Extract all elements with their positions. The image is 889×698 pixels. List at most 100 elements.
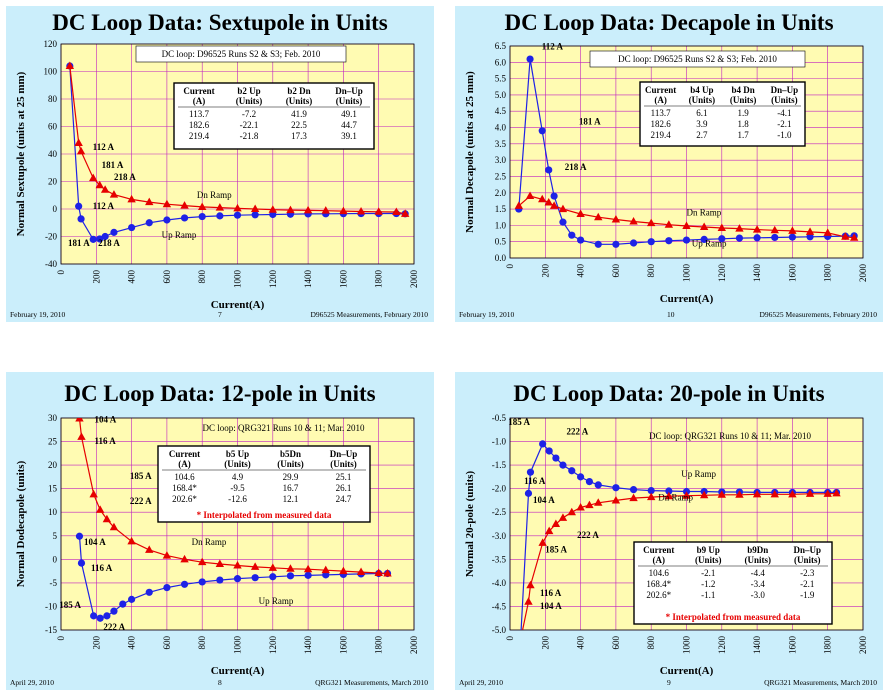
- dn-ramp-point: [558, 513, 568, 521]
- slide-20-pole: DC Loop Data: 20-pole in Units -5.0 -4.5-…: [455, 372, 883, 690]
- dn-ramp-point: [752, 225, 762, 233]
- table-cell: 6.1: [696, 108, 707, 118]
- up-ramp-point: [665, 487, 673, 495]
- dn-ramp-point: [400, 209, 410, 217]
- annotation-label: 104 A: [84, 537, 106, 547]
- dn-ramp-point: [611, 495, 621, 504]
- slide-title: DC Loop Data: 12-pole in Units: [64, 381, 376, 406]
- dn-ramp-point: [250, 204, 260, 212]
- table-cell: -2.1: [701, 568, 715, 578]
- x-tick-label: 1600: [787, 636, 797, 655]
- y-tick-label: -0.5: [492, 413, 507, 423]
- decapole-chart: 0.0 0.5 1.0 1.5 2.0 2.5 3.0 3.5 4.0 4.5 5.0 5.5 6.0 6…: [464, 41, 868, 305]
- x-tick-label: 800: [197, 270, 207, 284]
- series-group: [520, 440, 841, 630]
- table-cell: -3.4: [751, 579, 766, 589]
- note-box: [589, 50, 806, 68]
- dn-ramp-point: [576, 209, 585, 217]
- up-ramp-point: [559, 218, 567, 226]
- footer-page-number: 7: [218, 310, 222, 319]
- 20-pole-chart: -5.0 -4.5 -4.0 -3.5 -3.0 -2.5 -2.0 -1.5 -1.0 -0.5…: [464, 413, 868, 677]
- up-ramp-point: [629, 239, 638, 247]
- table-header: b5Dn: [280, 449, 301, 459]
- y-tick-label: -5.0: [492, 625, 507, 635]
- dn-ramp-point: [374, 568, 383, 576]
- dn-ramp-point: [544, 526, 554, 535]
- table-header: b4 Dn: [731, 85, 754, 95]
- annotation-label: 181 A: [68, 238, 90, 248]
- y-tick-label: 20: [48, 460, 58, 470]
- y-tick-label: 25: [48, 437, 58, 447]
- dn-ramp-point: [392, 207, 401, 216]
- up-ramp-point: [110, 607, 118, 615]
- table-cell: 113.7: [651, 108, 671, 118]
- table-cell: 1.8: [738, 119, 750, 129]
- up-ramp-point: [269, 210, 277, 219]
- annotation-label: 218 A: [565, 162, 587, 172]
- data-table-frame: [633, 541, 833, 625]
- slide-12-pole: DC Loop Data: 12-pole in Units -15 -10 -5 0…: [6, 372, 434, 690]
- dn-ramp-point: [95, 505, 105, 513]
- y-tick-label: -1.0: [492, 437, 507, 447]
- dn-ramp-point: [268, 205, 277, 213]
- y-tick-label: -15: [45, 625, 57, 635]
- y-tick-label: 80: [48, 94, 58, 104]
- annotation-label: 185 A: [59, 600, 81, 610]
- table-header-unit: (Units): [695, 555, 722, 565]
- data-table-frame: [157, 445, 371, 523]
- table-header-unit: (Units): [286, 96, 313, 106]
- x-tick-label: 1400: [303, 270, 313, 289]
- table-header-unit: (Units): [236, 96, 263, 106]
- y-tick-label: -40: [45, 259, 57, 269]
- footer-source: D96525 Measurements, February 2010: [759, 310, 877, 319]
- annotation-label: 222 A: [103, 622, 125, 632]
- table-cell: 104.6: [649, 568, 670, 578]
- table-cell: 25.1: [336, 472, 352, 482]
- up-ramp-point: [594, 240, 602, 248]
- footer-page-number: 9: [667, 678, 671, 687]
- up-ramp-point: [180, 580, 189, 588]
- plot-frame: [60, 417, 415, 631]
- x-tick-label: 800: [646, 636, 656, 650]
- table-header: b9 Up: [697, 545, 720, 555]
- up-ramp-point: [128, 223, 136, 232]
- table-header: b5 Up: [226, 449, 249, 459]
- y-axis-label: Normal Sextupole (units at 25 mm): [15, 71, 27, 236]
- x-tick-label: 1800: [374, 270, 384, 289]
- footer-page-number: 8: [218, 678, 222, 687]
- y-tick-label: -4.0: [492, 578, 507, 588]
- x-tick-label: 1200: [268, 636, 278, 655]
- dn-ramp-point: [611, 215, 621, 223]
- dn-ramp-point: [682, 491, 691, 499]
- table-cell: 24.7: [336, 494, 352, 504]
- note-text: DC loop: D96525 Runs S2 & S3; Feb. 2010: [162, 49, 321, 59]
- up-ramp-point: [110, 228, 118, 236]
- annotation-label: 181 A: [579, 116, 601, 126]
- dn-ramp-point: [647, 492, 656, 501]
- table-header-unit: (Units): [336, 96, 363, 106]
- up-ramp-point: [286, 572, 295, 580]
- up-ramp-point: [577, 236, 585, 244]
- x-tick-label: 2000: [858, 264, 868, 283]
- x-tick-label: 2000: [409, 270, 419, 289]
- up-ramp-point: [233, 575, 242, 583]
- x-axis-label: Current(A): [211, 299, 265, 311]
- annotation-label: 181 A: [102, 160, 124, 170]
- dn-ramp-point: [717, 490, 726, 498]
- dn-ramp-point: [321, 206, 330, 214]
- up-ramp-point: [198, 578, 206, 586]
- x-tick-label: 200: [540, 264, 550, 278]
- up-ramp-point: [682, 236, 691, 244]
- table-cell: -1.0: [777, 130, 792, 140]
- up-ramp-point: [77, 559, 86, 567]
- table-cell: 4.9: [232, 472, 244, 482]
- dn-ramp-point: [788, 226, 797, 234]
- table-cell: 219.4: [189, 131, 210, 141]
- annotation-label: 112 A: [542, 41, 564, 51]
- dn-ramp-point: [735, 490, 744, 498]
- dn-ramp-point: [339, 206, 348, 215]
- x-tick-label: 600: [162, 636, 172, 650]
- dn-ramp-point: [145, 545, 154, 553]
- dn-ramp-point: [682, 221, 691, 230]
